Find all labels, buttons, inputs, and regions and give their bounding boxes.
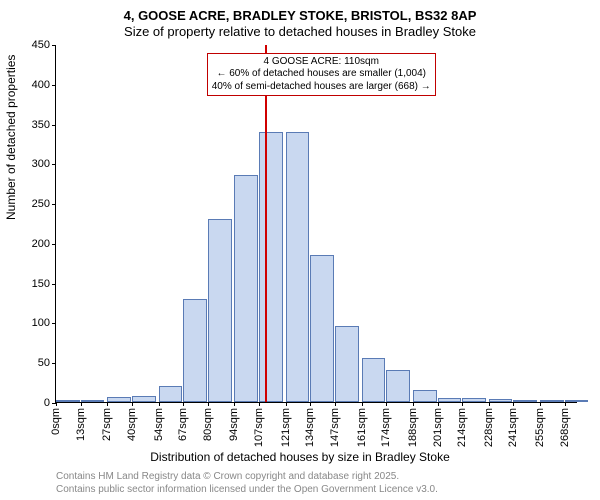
y-tick-label: 400 xyxy=(16,79,56,91)
x-tick-label: 107sqm xyxy=(253,408,265,447)
histogram-bar xyxy=(362,358,386,402)
x-tick-label: 54sqm xyxy=(153,408,165,441)
histogram-bar xyxy=(513,400,537,402)
y-tick-label: 150 xyxy=(16,278,56,290)
y-tick-label: 300 xyxy=(16,158,56,170)
x-tick-mark xyxy=(540,402,541,406)
y-tick-label: 100 xyxy=(16,317,56,329)
y-tick-label: 200 xyxy=(16,238,56,250)
histogram-bar xyxy=(259,132,283,402)
histogram-bar xyxy=(81,400,105,402)
x-tick-label: 13sqm xyxy=(75,408,87,441)
histogram-bar xyxy=(462,398,486,402)
x-tick-mark xyxy=(386,402,387,406)
histogram-bar xyxy=(208,219,232,402)
annotation-line3: 40% of semi-detached houses are larger (… xyxy=(212,81,431,94)
x-tick-mark xyxy=(462,402,463,406)
x-tick-label: 201sqm xyxy=(432,408,444,447)
x-tick-mark xyxy=(183,402,184,406)
histogram-bar xyxy=(56,400,80,402)
histogram-bar xyxy=(234,175,258,402)
x-tick-mark xyxy=(81,402,82,406)
y-tick-mark xyxy=(52,323,56,324)
x-tick-label: 80sqm xyxy=(202,408,214,441)
annotation-line1: 4 GOOSE ACRE: 110sqm xyxy=(212,56,431,69)
x-tick-label: 134sqm xyxy=(304,408,316,447)
y-tick-mark xyxy=(52,45,56,46)
x-tick-mark xyxy=(565,402,566,406)
x-tick-mark xyxy=(56,402,57,406)
x-tick-label: 214sqm xyxy=(456,408,468,447)
x-tick-mark xyxy=(234,402,235,406)
reference-line xyxy=(265,45,267,402)
y-tick-mark xyxy=(52,164,56,165)
x-tick-mark xyxy=(286,402,287,406)
histogram-bar xyxy=(438,398,462,402)
x-axis-label: Distribution of detached houses by size … xyxy=(0,450,600,464)
histogram-bar xyxy=(286,132,310,402)
x-tick-label: 27sqm xyxy=(101,408,113,441)
x-tick-label: 121sqm xyxy=(280,408,292,447)
x-tick-label: 40sqm xyxy=(126,408,138,441)
y-tick-label: 350 xyxy=(16,119,56,131)
chart-title-line1: 4, GOOSE ACRE, BRADLEY STOKE, BRISTOL, B… xyxy=(0,8,600,23)
footer-copyright: Contains HM Land Registry data © Crown c… xyxy=(56,471,399,482)
histogram-bar xyxy=(183,299,207,402)
histogram-bar xyxy=(310,255,334,402)
x-tick-label: 147sqm xyxy=(329,408,341,447)
x-tick-label: 0sqm xyxy=(50,408,62,435)
x-tick-label: 268sqm xyxy=(559,408,571,447)
annotation-line2: ← 60% of detached houses are smaller (1,… xyxy=(212,68,431,81)
x-tick-mark xyxy=(208,402,209,406)
x-tick-mark xyxy=(310,402,311,406)
histogram-bar xyxy=(489,399,513,402)
x-tick-mark xyxy=(159,402,160,406)
x-tick-mark xyxy=(489,402,490,406)
y-tick-label: 450 xyxy=(16,39,56,51)
y-tick-label: 250 xyxy=(16,198,56,210)
x-tick-label: 241sqm xyxy=(507,408,519,447)
x-tick-mark xyxy=(413,402,414,406)
y-tick-label: 50 xyxy=(16,357,56,369)
y-tick-mark xyxy=(52,204,56,205)
histogram-bar xyxy=(386,370,410,402)
y-tick-mark xyxy=(52,85,56,86)
x-tick-label: 161sqm xyxy=(356,408,368,447)
x-tick-label: 174sqm xyxy=(380,408,392,447)
footer-licence: Contains public sector information licen… xyxy=(56,484,438,495)
histogram-bar xyxy=(540,400,564,402)
x-tick-mark xyxy=(259,402,260,406)
histogram-bar xyxy=(335,326,359,402)
x-tick-label: 67sqm xyxy=(177,408,189,441)
histogram-bar xyxy=(132,396,156,402)
x-tick-mark xyxy=(513,402,514,406)
histogram-bar xyxy=(413,390,437,402)
x-tick-mark xyxy=(107,402,108,406)
x-tick-label: 94sqm xyxy=(228,408,240,441)
annotation-box: 4 GOOSE ACRE: 110sqm← 60% of detached ho… xyxy=(207,53,436,97)
x-tick-mark xyxy=(132,402,133,406)
y-tick-mark xyxy=(52,125,56,126)
chart-container: 4, GOOSE ACRE, BRADLEY STOKE, BRISTOL, B… xyxy=(0,0,600,500)
x-tick-mark xyxy=(362,402,363,406)
plot-area: 0501001502002503003504004500sqm13sqm27sq… xyxy=(55,45,577,403)
histogram-bar xyxy=(107,397,131,402)
y-tick-mark xyxy=(52,363,56,364)
x-tick-mark xyxy=(438,402,439,406)
x-tick-mark xyxy=(335,402,336,406)
chart-title-line2: Size of property relative to detached ho… xyxy=(0,24,600,39)
histogram-bar xyxy=(565,400,589,402)
x-tick-label: 255sqm xyxy=(534,408,546,447)
x-tick-label: 228sqm xyxy=(483,408,495,447)
y-tick-mark xyxy=(52,244,56,245)
histogram-bar xyxy=(159,386,183,402)
x-tick-label: 188sqm xyxy=(407,408,419,447)
y-tick-mark xyxy=(52,284,56,285)
